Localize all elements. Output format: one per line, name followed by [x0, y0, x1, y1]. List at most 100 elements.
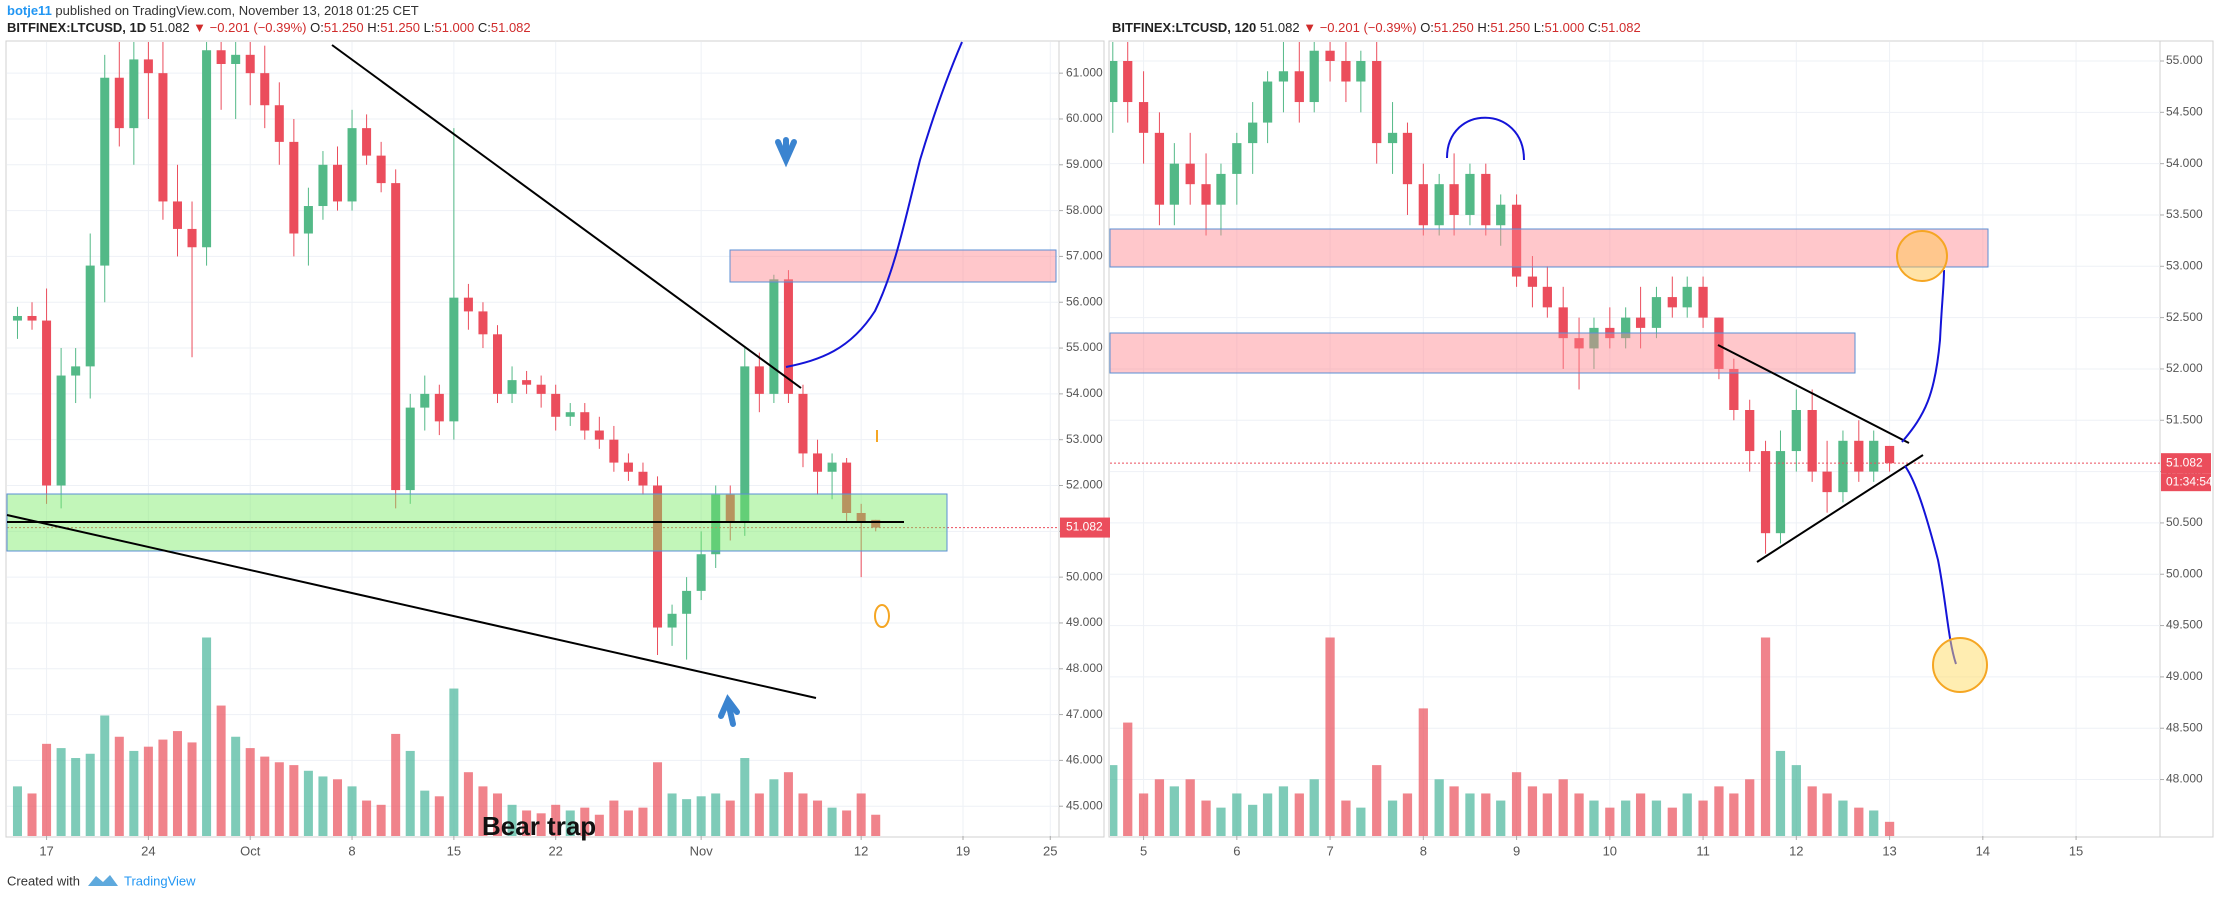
candle-body: [1110, 60, 1118, 103]
candle-body: [202, 50, 212, 248]
candle-body: [231, 54, 241, 64]
legend-ohlc-value: 51.250: [1434, 20, 1474, 35]
arrow-up: [718, 694, 740, 727]
y-tick-label: 55.000: [2166, 53, 2203, 67]
volume-bar: [1760, 637, 1771, 836]
volume-bar: [85, 753, 95, 836]
volume-bar: [1869, 810, 1879, 836]
footer-brand[interactable]: TradingView: [124, 873, 196, 888]
y-tick-label: 50.000: [1066, 569, 1103, 583]
pane-frame: [5, 40, 1105, 838]
y-tick-label: 50.000: [2166, 566, 2203, 580]
candle-body: [347, 128, 357, 202]
candle-body: [1714, 317, 1724, 369]
candle-body: [711, 494, 721, 555]
volume-bar: [1481, 793, 1491, 836]
volume-bar: [1511, 772, 1522, 836]
candle-body: [740, 366, 750, 523]
candle-body: [1729, 368, 1739, 411]
volume-bar: [1325, 637, 1335, 836]
projection-curve: [785, 41, 963, 368]
candle-body: [1278, 71, 1289, 82]
volume-bar: [1232, 793, 1242, 836]
volume-bar: [1278, 786, 1289, 836]
y-tick-label: 58.000: [1066, 203, 1103, 217]
candle-body: [1123, 60, 1133, 103]
volume-bar: [391, 733, 401, 836]
candle-body: [1621, 317, 1631, 339]
candle-body: [303, 206, 313, 234]
candle-body: [856, 512, 866, 523]
footer: Created with: [7, 873, 80, 888]
volume-bar: [1621, 800, 1631, 836]
volume-bar: [1449, 786, 1459, 836]
legend-ohlc-label: O:: [310, 20, 324, 35]
legend: BITFINEX:LTCUSD, 120 51.082 ▼ −0.201 (−0…: [1112, 20, 1641, 35]
volume-bar: [376, 804, 386, 836]
candle-body: [1481, 173, 1491, 226]
volume-bar: [114, 736, 124, 836]
candle-body: [274, 105, 284, 142]
candle-body: [1589, 327, 1599, 349]
volume-bar: [1341, 800, 1351, 836]
x-tick-label: 12: [1789, 843, 1803, 858]
y-tick-label: 47.000: [1066, 707, 1103, 721]
x-tick-label: 24: [141, 843, 155, 858]
legend-ohlc-value: 51.000: [434, 20, 474, 35]
volume-bar: [187, 742, 197, 836]
volume-bar: [362, 800, 372, 836]
volume-bar: [231, 736, 241, 836]
x-tick-label: 12: [854, 843, 868, 858]
candle-body: [842, 462, 852, 513]
volume-bar: [565, 810, 575, 836]
y-tick-label: 54.000: [2166, 156, 2203, 170]
volume-bar: [1262, 793, 1273, 836]
volume-bar: [1154, 779, 1165, 836]
candle-body: [1262, 81, 1273, 123]
volume-bar: [1248, 804, 1258, 836]
candle-body: [42, 320, 52, 486]
legend-last: 51.082: [1260, 20, 1300, 35]
volume-bar: [813, 800, 823, 836]
resistance-zone: [1109, 228, 1989, 268]
axes: 45.000 46.000 47.000 48.000 49.000 50.000 51.0…: [7, 20, 2213, 858]
y-tick-label: 46.000: [1066, 753, 1103, 767]
volume-bar: [449, 688, 459, 836]
volume-bar: [434, 796, 444, 836]
legend-last: 51.082: [150, 20, 190, 35]
volume-bar: [100, 715, 110, 836]
volume-bar: [842, 810, 852, 836]
plot: [1110, 42, 2160, 836]
candle-body: [1434, 184, 1444, 226]
candle-body: [623, 462, 633, 472]
volume-bar: [1589, 800, 1599, 836]
volume-bar: [609, 800, 619, 836]
candle-body: [1201, 184, 1211, 205]
candle-body: [1154, 132, 1165, 205]
y-tick-label: 51.500: [2166, 412, 2203, 426]
candle-body: [56, 375, 66, 486]
volume-bar: [56, 748, 66, 836]
volume-bar: [492, 793, 503, 836]
candle-body: [1341, 60, 1351, 82]
y-tick-label: 48.000: [1066, 661, 1103, 675]
volume-bar: [1402, 793, 1413, 836]
plot: [7, 42, 1059, 836]
candle-body: [1248, 122, 1258, 144]
legend-ohlc-value: 51.082: [1601, 20, 1641, 35]
candle-body: [1869, 440, 1879, 472]
volume-bar: [478, 786, 488, 836]
volume-bar: [696, 796, 706, 836]
candle-body: [143, 59, 153, 74]
volume-bar: [740, 758, 750, 836]
legend-ohlc-value: 51.250: [380, 20, 420, 35]
candle-body: [1527, 276, 1538, 287]
candle-body: [114, 77, 124, 129]
candle-body: [565, 412, 575, 417]
volume-bar: [1496, 800, 1506, 836]
candle-body: [463, 297, 473, 312]
y-tick-label: 52.000: [2166, 361, 2203, 375]
volume-bar: [158, 739, 168, 836]
candle-body: [1760, 451, 1771, 534]
